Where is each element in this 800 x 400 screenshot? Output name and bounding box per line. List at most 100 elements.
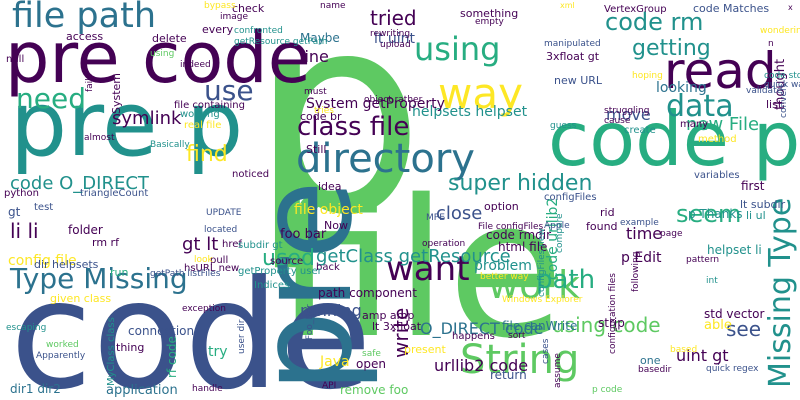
word: super hidden — [448, 171, 592, 196]
word: pre p — [10, 72, 243, 177]
word: bypass — [204, 1, 236, 11]
word: move — [606, 105, 651, 124]
word: href — [222, 239, 242, 250]
word: found — [586, 220, 618, 233]
word: dir helpsets — [34, 258, 99, 271]
word: validate — [746, 86, 783, 96]
word: see — [726, 317, 761, 341]
word: html file — [498, 240, 547, 254]
word: hsURL new — [184, 263, 239, 274]
word: getting — [632, 36, 711, 61]
word: pre — [229, 180, 381, 393]
word: helpsets helpset — [412, 104, 528, 120]
word: write — [389, 308, 413, 358]
word: VertexGroup — [604, 4, 667, 15]
word: urllib2 code — [434, 356, 528, 375]
word: rewriting — [370, 29, 410, 39]
word: rf code — [165, 336, 179, 378]
word: file containing — [174, 100, 245, 111]
word: new URL — [554, 74, 603, 87]
word: foo bar — [280, 227, 327, 242]
word: look — [194, 255, 214, 265]
word: Java — [319, 354, 350, 370]
word: object rather — [364, 95, 423, 105]
word: problem — [474, 258, 532, 274]
word: cause — [604, 116, 631, 126]
word: Indices — [254, 280, 289, 291]
word: API — [322, 381, 336, 391]
word: time — [626, 224, 662, 243]
word: used — [262, 246, 315, 271]
word: many — [680, 119, 708, 130]
word: example — [620, 218, 659, 228]
word: use — [204, 74, 254, 107]
word: triangleCount — [80, 188, 148, 199]
word: struggling — [604, 106, 649, 116]
word: first — [741, 179, 765, 193]
word: class file — [297, 112, 409, 142]
word: configuration files — [608, 273, 618, 354]
word: upload — [380, 40, 411, 50]
word: read — [664, 42, 777, 100]
word: using — [414, 30, 500, 68]
word: Type Missing — [9, 262, 188, 295]
word: System getProperty — [306, 96, 445, 112]
word: idea — [318, 180, 342, 193]
word: line — [300, 47, 329, 66]
word: wondering — [760, 26, 800, 36]
word: strip — [598, 316, 625, 330]
word: rm rf — [92, 236, 120, 249]
word: using code — [552, 313, 661, 337]
word: Basically — [150, 140, 190, 150]
word: Apple — [544, 221, 570, 231]
word: MyClass class — [106, 317, 117, 386]
word: way — [438, 69, 523, 118]
word: given class — [50, 292, 111, 305]
word: directory — [296, 136, 475, 182]
word: p code — [592, 385, 623, 395]
word: every — [202, 23, 234, 36]
word: Missing Type — [763, 198, 798, 388]
word: cases — [541, 338, 551, 364]
word: check — [232, 2, 265, 15]
word: manipulated — [544, 39, 601, 49]
word: code rmdir — [486, 228, 551, 242]
word: fails — [85, 73, 95, 92]
word: quick regex — [706, 364, 759, 374]
word: x — [788, 3, 793, 12]
word: code pre — [548, 95, 800, 183]
word: amp amp — [362, 309, 414, 322]
word: list — [766, 98, 783, 111]
word: path component — [318, 286, 417, 300]
word: getPath listFiles — [150, 269, 221, 279]
word: getResource getPath — [234, 37, 327, 47]
word: p Thanks — [688, 207, 743, 221]
word: basedir — [638, 365, 672, 375]
word: gt — [8, 205, 21, 219]
word: handle — [192, 384, 223, 394]
word: thought — [773, 59, 788, 110]
word: pre code — [5, 17, 311, 99]
word: code urllib2 — [545, 198, 561, 280]
word: code std — [764, 71, 800, 81]
word: Maybe — [300, 31, 340, 45]
word: lt subdir — [740, 198, 786, 211]
word: source — [270, 256, 303, 267]
word: UPDATE — [206, 208, 242, 218]
word: worked — [46, 340, 79, 350]
word: Still — [306, 143, 326, 156]
word: delete — [152, 32, 187, 45]
word: pull — [210, 255, 228, 266]
word: operation — [422, 239, 465, 249]
word: System — [110, 73, 123, 114]
word: using — [150, 49, 174, 59]
word: Windows Explorer — [502, 295, 583, 305]
word: application — [106, 383, 178, 398]
word: uint gt — [676, 346, 729, 365]
word: code Matches — [693, 2, 769, 15]
word: lt uint — [374, 31, 415, 47]
word: image — [220, 12, 248, 22]
word: remove foo — [340, 383, 408, 397]
word: p Edit — [621, 250, 662, 266]
